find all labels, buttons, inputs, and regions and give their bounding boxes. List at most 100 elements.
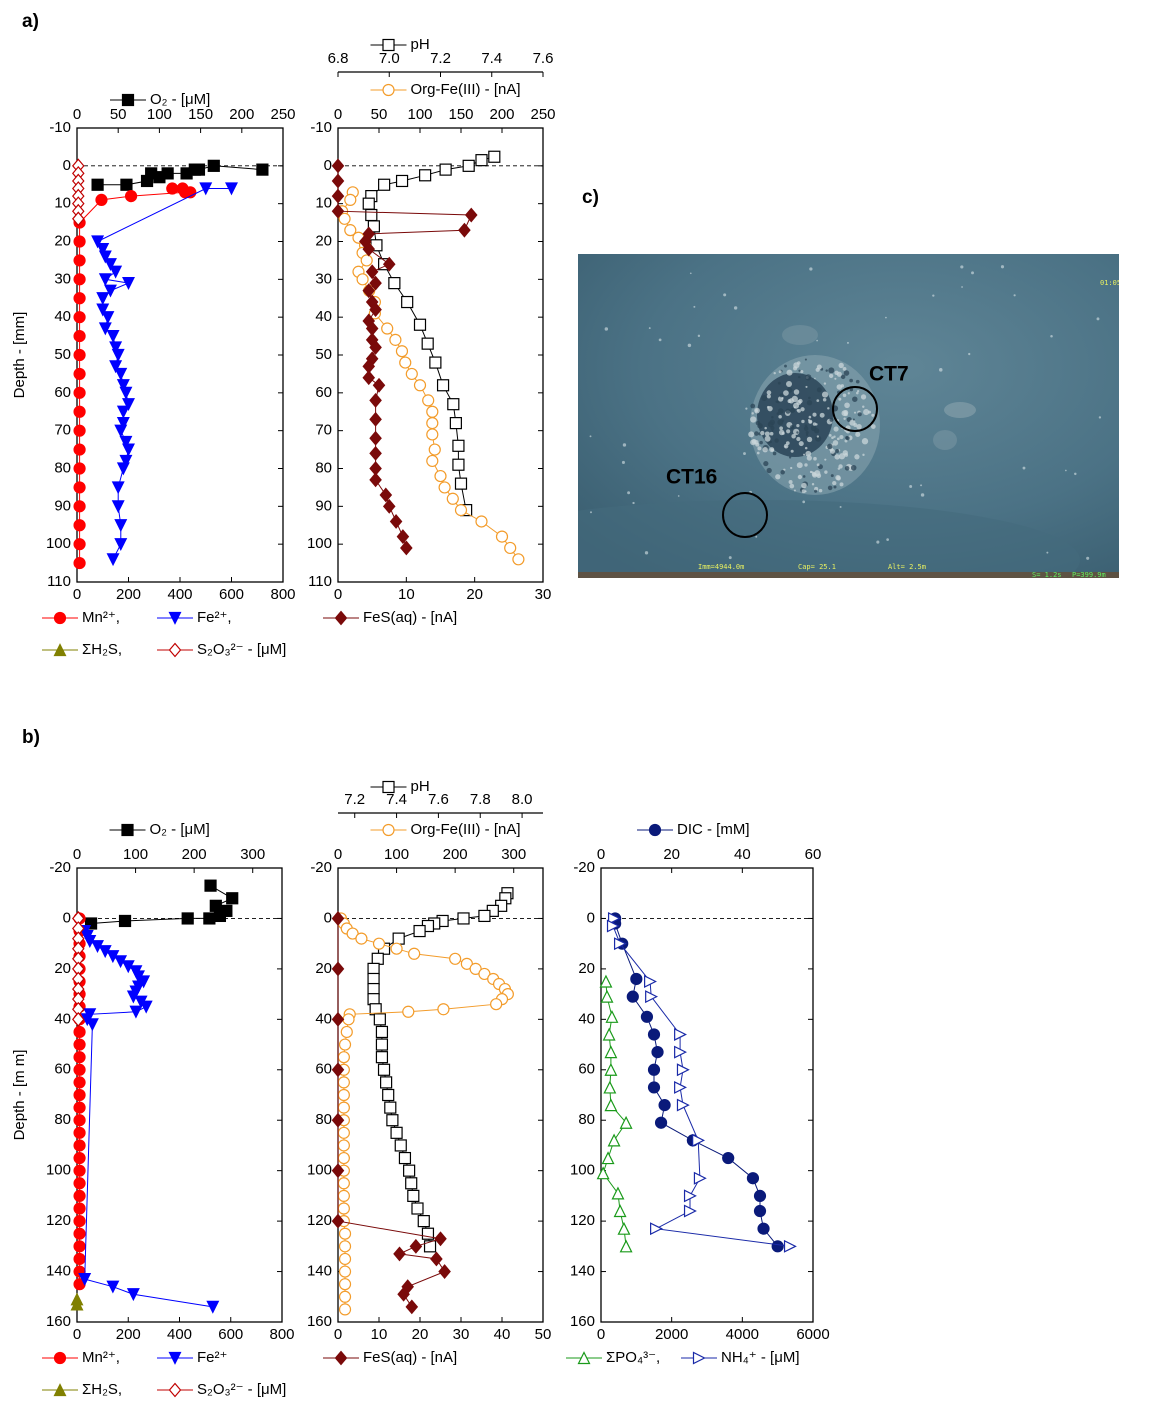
marker bbox=[428, 443, 441, 456]
marker bbox=[607, 911, 621, 925]
speck bbox=[798, 369, 801, 372]
y-tick-label: 80 bbox=[54, 459, 71, 476]
marker bbox=[430, 1251, 443, 1267]
speck bbox=[846, 341, 849, 344]
marker bbox=[114, 538, 128, 552]
speck bbox=[837, 467, 841, 470]
marker bbox=[692, 1133, 706, 1147]
marker bbox=[600, 989, 614, 1003]
speck bbox=[791, 395, 798, 403]
series-line bbox=[84, 930, 213, 1308]
y-tick-label: 60 bbox=[578, 1061, 595, 1078]
y-tick-label: 120 bbox=[570, 1212, 595, 1229]
marker bbox=[73, 443, 86, 456]
marker bbox=[114, 367, 128, 381]
marker bbox=[390, 1126, 403, 1139]
marker bbox=[373, 1013, 386, 1026]
x2-tick-label: 60 bbox=[805, 846, 822, 863]
marker bbox=[674, 1080, 687, 1094]
speck bbox=[857, 412, 862, 417]
marker bbox=[426, 428, 439, 441]
speck bbox=[830, 474, 834, 478]
marker bbox=[384, 1101, 397, 1114]
x2-tick-label: 200 bbox=[489, 106, 514, 123]
speck bbox=[733, 306, 738, 310]
marker bbox=[367, 220, 380, 233]
speck bbox=[677, 495, 680, 497]
speck bbox=[808, 396, 811, 400]
speck bbox=[836, 437, 840, 441]
speck bbox=[939, 368, 943, 372]
marker bbox=[452, 458, 465, 471]
speck bbox=[832, 480, 837, 486]
marker bbox=[116, 462, 130, 476]
marker bbox=[71, 1011, 85, 1027]
marker bbox=[369, 445, 382, 461]
series-line bbox=[602, 981, 627, 1247]
speck bbox=[750, 403, 756, 409]
marker bbox=[658, 1098, 671, 1112]
speck bbox=[819, 412, 825, 418]
marker bbox=[367, 982, 380, 996]
x2-tick-label: 250 bbox=[270, 106, 295, 123]
marker bbox=[121, 93, 135, 107]
marker bbox=[72, 211, 85, 227]
y-tick-label: 70 bbox=[315, 422, 332, 439]
speck bbox=[769, 431, 774, 436]
speck bbox=[748, 431, 755, 438]
marker bbox=[389, 333, 402, 346]
x-tick-label: 30 bbox=[453, 1326, 470, 1343]
speck bbox=[772, 451, 777, 456]
marker bbox=[106, 553, 120, 567]
legend-label: Fe²⁺, bbox=[197, 609, 232, 626]
marker bbox=[488, 150, 501, 163]
marker bbox=[53, 1383, 67, 1397]
marker bbox=[78, 1273, 92, 1286]
marker bbox=[73, 386, 86, 399]
marker bbox=[683, 1204, 697, 1218]
y-tick-label: 80 bbox=[578, 1111, 595, 1128]
marker bbox=[648, 823, 662, 837]
marker bbox=[619, 1115, 633, 1129]
marker bbox=[369, 430, 382, 446]
marker bbox=[111, 348, 125, 362]
speck bbox=[1074, 472, 1077, 476]
marker bbox=[372, 937, 386, 950]
marker bbox=[73, 1088, 86, 1102]
speck bbox=[885, 316, 887, 319]
speck bbox=[813, 456, 817, 461]
y-tick-label: 120 bbox=[307, 1212, 332, 1229]
speck bbox=[769, 440, 772, 444]
y-tick-label: 0 bbox=[324, 909, 332, 926]
marker bbox=[53, 611, 67, 625]
marker bbox=[421, 337, 434, 350]
marker bbox=[73, 538, 86, 551]
x3-tick-label: 7.0 bbox=[379, 50, 400, 67]
y-tick-label: 90 bbox=[54, 497, 71, 514]
speck bbox=[790, 407, 796, 413]
speck bbox=[622, 443, 627, 447]
speck bbox=[812, 412, 817, 417]
marker bbox=[73, 1189, 86, 1202]
marker bbox=[447, 398, 460, 411]
marker bbox=[457, 912, 470, 925]
speck bbox=[771, 415, 774, 419]
legend-label: S₂O₃²⁻ - [μM] bbox=[197, 641, 286, 658]
speck bbox=[805, 374, 812, 381]
marker bbox=[84, 917, 98, 930]
marker bbox=[73, 1063, 86, 1076]
speck bbox=[743, 452, 746, 455]
speck bbox=[759, 440, 763, 445]
marker bbox=[411, 1202, 424, 1215]
x2-tick-label: 40 bbox=[734, 846, 751, 863]
speck bbox=[793, 389, 800, 395]
marker bbox=[413, 318, 427, 331]
marker bbox=[331, 1062, 345, 1078]
marker bbox=[70, 1297, 84, 1311]
speck bbox=[815, 435, 822, 442]
speck bbox=[590, 511, 592, 514]
marker bbox=[426, 405, 439, 418]
marker bbox=[394, 1139, 407, 1152]
speck bbox=[886, 538, 889, 541]
